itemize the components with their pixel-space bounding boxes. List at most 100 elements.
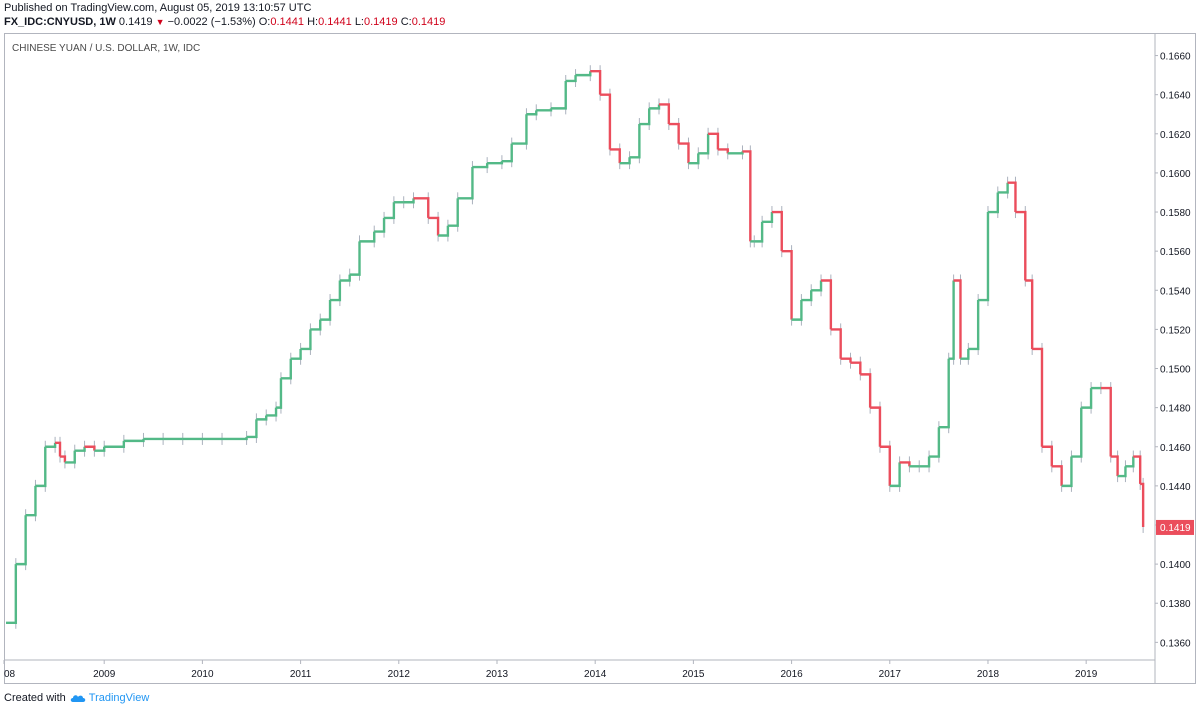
- time-axis: 08 2009 2010 2011 2012 2013 2014 2015 2016 2017 20…: [3, 660, 1098, 680]
- published-note: Published on TradingView.com, August 05,…: [4, 2, 312, 14]
- up-segment: [978, 212, 990, 302]
- open-value: 0.1441: [270, 16, 305, 28]
- down-segment: [879, 445, 891, 486]
- y-tick-label: 0.1580: [1160, 208, 1191, 219]
- up-segment: [256, 415, 268, 421]
- down-segment: [600, 93, 612, 150]
- down-segment: [821, 279, 833, 330]
- up-segment: [222, 436, 248, 441]
- up-segment: [403, 198, 415, 204]
- up-segment: [960, 348, 970, 360]
- up-segment: [550, 80, 567, 110]
- down-arrow-icon: ▼: [155, 17, 165, 27]
- up-segment: [639, 108, 651, 126]
- price-axis: 0.13600.13800.14000.14200.14400.14600.14…: [1155, 52, 1191, 649]
- down-segment: [1032, 347, 1044, 447]
- up-segment: [374, 217, 386, 233]
- tradingview-brand[interactable]: TradingView: [88, 692, 150, 704]
- up-segment: [762, 212, 774, 224]
- down-segment: [708, 132, 720, 150]
- chart-title: CHINESE YUAN / U.S. DOLLAR, 1W, IDC: [12, 43, 200, 54]
- down-segment: [659, 103, 671, 125]
- up-segment: [698, 133, 710, 155]
- up-segment: [290, 348, 302, 360]
- down-segment: [1025, 279, 1034, 349]
- up-segment: [447, 198, 459, 227]
- down-segment: [717, 148, 729, 154]
- up-segment: [25, 485, 37, 517]
- y-tick-label: 0.1560: [1160, 247, 1191, 258]
- down-segment: [428, 216, 440, 236]
- y-tick-label: 0.1520: [1160, 325, 1191, 336]
- up-segment: [45, 442, 57, 448]
- up-segment: [457, 167, 474, 200]
- last-price: 0.1419: [118, 16, 153, 28]
- high-label: H:: [307, 16, 319, 28]
- down-segment: [60, 455, 67, 463]
- down-segment: [678, 142, 690, 164]
- up-segment: [1071, 407, 1083, 458]
- up-segment: [1081, 388, 1093, 409]
- down-segment: [590, 70, 602, 95]
- footer: Created with TradingView: [4, 692, 149, 704]
- up-segment: [501, 143, 513, 163]
- x-tick-label: 2016: [780, 669, 803, 680]
- up-segment: [948, 280, 955, 360]
- down-segment: [742, 150, 752, 242]
- last-price-marker: 0.1419: [1156, 519, 1194, 535]
- down-segment: [668, 122, 680, 144]
- down-segment: [870, 406, 882, 447]
- x-tick-label: 2017: [879, 669, 902, 680]
- up-segment: [276, 378, 283, 409]
- up-segment: [94, 446, 106, 452]
- down-segment: [1140, 482, 1145, 527]
- close-value: 0.1419: [411, 16, 446, 28]
- down-segment: [860, 373, 872, 408]
- x-tick-label: 2019: [1075, 669, 1098, 680]
- x-tick-label: 2011: [290, 669, 312, 680]
- tradingview-cloud-icon: [70, 695, 86, 702]
- x-tick-label: 2012: [388, 669, 411, 680]
- up-segment: [15, 515, 27, 566]
- down-segment: [953, 279, 962, 359]
- up-segment: [649, 104, 661, 110]
- up-segment: [266, 407, 278, 417]
- up-segment: [104, 440, 126, 448]
- close-label: C:: [400, 16, 412, 28]
- y-tick-label: 0.1360: [1160, 638, 1191, 649]
- up-segment: [565, 75, 577, 83]
- high-value: 0.1441: [318, 16, 352, 28]
- x-tick-label: 2010: [191, 669, 214, 680]
- up-segment: [754, 221, 764, 243]
- y-tick-label: 0.1660: [1160, 52, 1191, 63]
- up-segment: [889, 462, 901, 488]
- y-tick-label: 0.1620: [1160, 130, 1191, 141]
- y-tick-label: 0.1380: [1160, 599, 1191, 610]
- up-segment: [359, 231, 376, 243]
- up-segment: [310, 319, 322, 331]
- last-price-label: 0.1419: [1160, 523, 1191, 534]
- down-segment: [850, 361, 862, 375]
- up-segment: [536, 108, 553, 112]
- down-segment: [609, 148, 621, 164]
- y-tick-label: 0.1440: [1160, 482, 1191, 493]
- up-segment: [938, 358, 950, 429]
- price-series: [6, 65, 1145, 629]
- up-segment: [575, 71, 592, 77]
- down-segment: [771, 210, 783, 252]
- up-segment: [320, 300, 332, 321]
- up-segment: [280, 358, 292, 380]
- y-tick-label: 0.1500: [1160, 365, 1191, 376]
- down-segment: [1110, 455, 1119, 477]
- up-segment: [64, 450, 76, 464]
- down-segment: [84, 445, 96, 451]
- up-segment: [688, 153, 700, 165]
- up-segment: [801, 290, 813, 302]
- up-segment: [1061, 456, 1073, 488]
- down-segment: [1051, 465, 1063, 486]
- up-segment: [339, 274, 351, 282]
- change-value: −0.0022 (−1.53%): [167, 16, 256, 28]
- open-label: O:: [258, 16, 271, 28]
- last-price-box: [1156, 519, 1194, 535]
